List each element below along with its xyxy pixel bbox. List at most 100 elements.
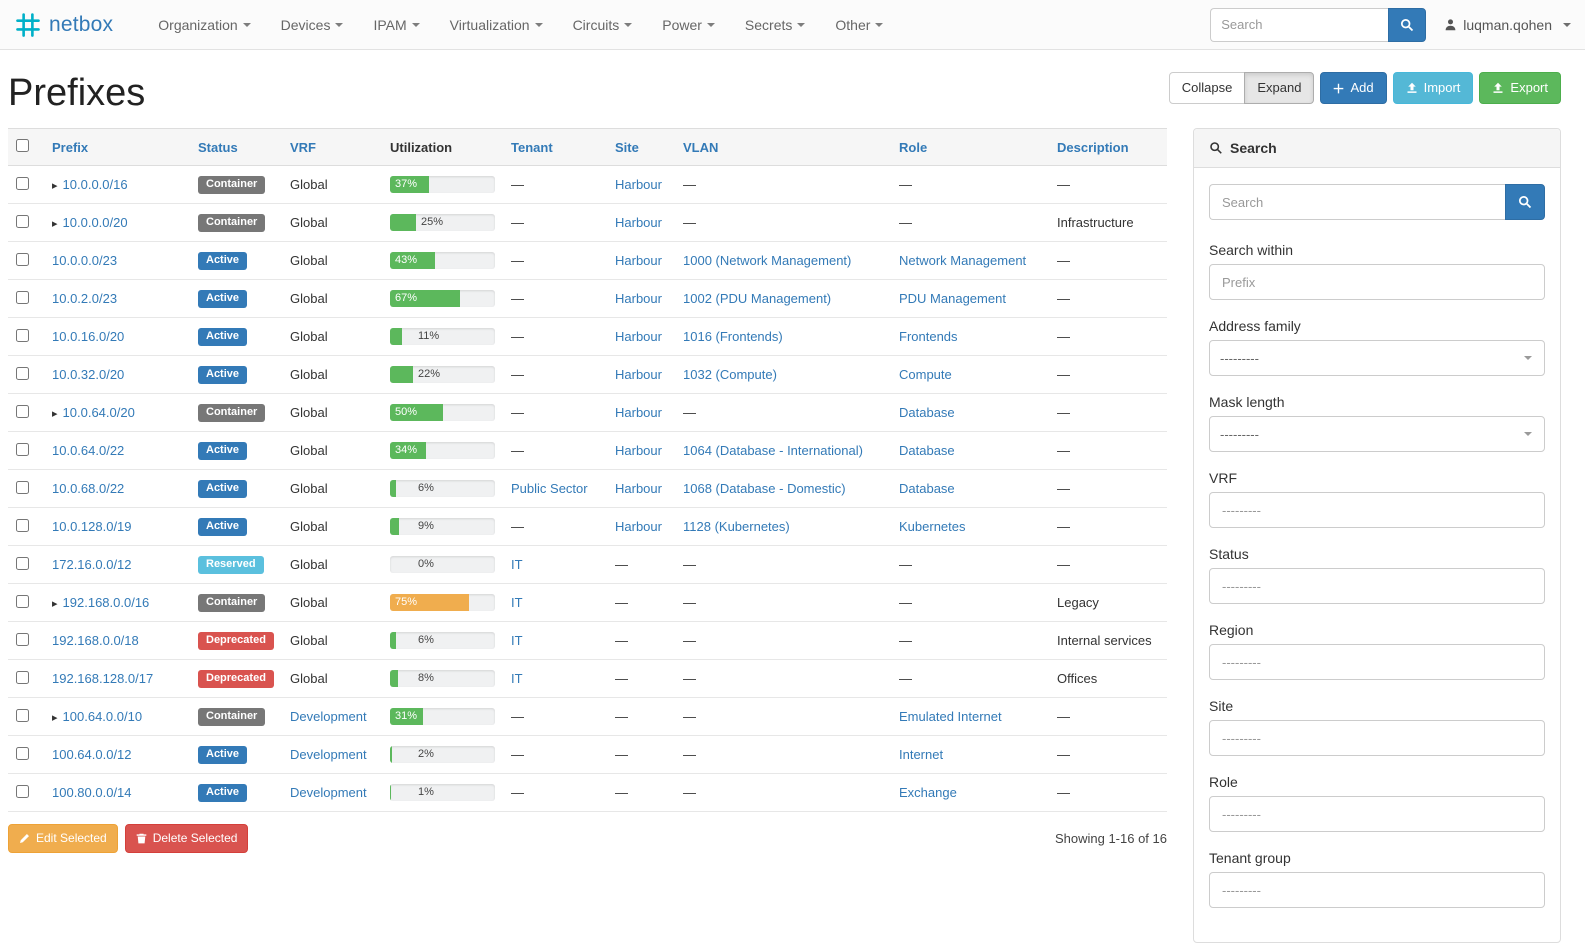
vlan-link[interactable]: 1016 (Frontends) (683, 329, 783, 344)
filter-search-button[interactable] (1505, 184, 1545, 220)
row-checkbox[interactable] (16, 252, 29, 266)
delete-selected-button[interactable]: Delete Selected (124, 824, 249, 854)
nav-item-circuits[interactable]: Circuits (558, 17, 648, 33)
column-header-prefix[interactable]: Prefix (44, 128, 190, 166)
nav-item-virtualization[interactable]: Virtualization (435, 17, 558, 33)
tenant-link[interactable]: IT (511, 633, 523, 648)
role-link[interactable]: Database (899, 481, 955, 496)
row-checkbox[interactable] (16, 214, 29, 228)
row-checkbox[interactable] (16, 480, 29, 494)
vrf-link[interactable]: Development (290, 747, 367, 762)
filter-select[interactable]: --------- (1209, 416, 1545, 452)
role-link[interactable]: Database (899, 405, 955, 420)
filter-input[interactable] (1209, 264, 1545, 300)
filter-search-input[interactable] (1209, 184, 1505, 220)
row-checkbox[interactable] (16, 176, 29, 190)
row-checkbox[interactable] (16, 366, 29, 380)
prefix-link[interactable]: 10.0.0.0/20 (62, 215, 128, 230)
row-checkbox[interactable] (16, 632, 29, 646)
tenant-link[interactable]: IT (511, 671, 523, 686)
nav-item-power[interactable]: Power (647, 17, 730, 33)
site-link[interactable]: Harbour (615, 519, 662, 534)
prefix-link[interactable]: 10.0.64.0/22 (52, 443, 125, 458)
site-link[interactable]: Harbour (615, 215, 662, 230)
prefix-link[interactable]: 192.168.128.0/17 (52, 671, 154, 686)
role-link[interactable]: PDU Management (899, 291, 1006, 306)
filter-input[interactable] (1209, 872, 1545, 908)
expand-button[interactable]: Expand (1244, 72, 1315, 105)
row-checkbox[interactable] (16, 556, 29, 570)
user-menu[interactable]: luqman.qohen (1444, 17, 1571, 33)
tenant-link[interactable]: IT (511, 557, 523, 572)
vlan-link[interactable]: 1064 (Database - International) (683, 443, 863, 458)
role-link[interactable]: Compute (899, 367, 952, 382)
prefix-link[interactable]: 192.168.0.0/16 (62, 595, 150, 610)
column-header-status[interactable]: Status (190, 128, 282, 166)
vlan-link[interactable]: 1068 (Database - Domestic) (683, 481, 846, 496)
vlan-link[interactable]: 1032 (Compute) (683, 367, 777, 382)
site-link[interactable]: Harbour (615, 177, 662, 192)
site-link[interactable]: Harbour (615, 443, 662, 458)
navbar-search-input[interactable] (1210, 7, 1389, 42)
prefix-link[interactable]: 10.0.64.0/20 (62, 405, 135, 420)
vlan-link[interactable]: 1128 (Kubernetes) (683, 519, 790, 534)
prefix-link[interactable]: 10.0.0.0/23 (52, 253, 118, 268)
column-header-vlan[interactable]: VLAN (675, 128, 891, 166)
expand-caret-icon[interactable]: ▸ (52, 712, 58, 724)
nav-item-organization[interactable]: Organization (143, 17, 265, 33)
prefix-link[interactable]: 10.0.68.0/22 (52, 481, 125, 496)
prefix-link[interactable]: 10.0.16.0/20 (52, 329, 125, 344)
vrf-link[interactable]: Development (290, 709, 367, 724)
filter-input[interactable] (1209, 644, 1545, 680)
prefix-link[interactable]: 100.80.0.0/14 (52, 785, 132, 800)
row-checkbox[interactable] (16, 784, 29, 798)
column-header-vrf[interactable]: VRF (282, 128, 382, 166)
filter-select[interactable]: --------- (1209, 340, 1545, 376)
row-checkbox[interactable] (16, 670, 29, 684)
prefix-link[interactable]: 10.0.128.0/19 (52, 519, 132, 534)
row-checkbox[interactable] (16, 404, 29, 418)
select-all-checkbox[interactable] (16, 139, 29, 152)
edit-selected-button[interactable]: Edit Selected (8, 824, 118, 854)
prefix-link[interactable]: 172.16.0.0/12 (52, 557, 132, 572)
filter-input[interactable] (1209, 796, 1545, 832)
row-checkbox[interactable] (16, 708, 29, 722)
column-header-description[interactable]: Description (1049, 128, 1167, 166)
prefix-link[interactable]: 10.0.0.0/16 (62, 177, 128, 192)
site-link[interactable]: Harbour (615, 405, 662, 420)
prefix-link[interactable]: 100.64.0.0/10 (62, 709, 143, 724)
prefix-link[interactable]: 192.168.0.0/18 (52, 633, 139, 648)
filter-input[interactable] (1209, 492, 1545, 528)
prefix-link[interactable]: 10.0.2.0/23 (52, 291, 118, 306)
nav-item-ipam[interactable]: IPAM (358, 17, 434, 33)
row-checkbox[interactable] (16, 290, 29, 304)
vlan-link[interactable]: 1002 (PDU Management) (683, 291, 832, 306)
row-checkbox[interactable] (16, 518, 29, 532)
tenant-link[interactable]: Public Sector (511, 481, 588, 496)
nav-item-other[interactable]: Other (820, 17, 898, 33)
column-header-role[interactable]: Role (891, 128, 1049, 166)
role-link[interactable]: Exchange (899, 785, 957, 800)
site-link[interactable]: Harbour (615, 329, 662, 344)
brand[interactable]: netbox (14, 11, 113, 39)
import-button[interactable]: Import (1392, 72, 1474, 105)
filter-input[interactable] (1209, 720, 1545, 756)
vrf-link[interactable]: Development (290, 785, 367, 800)
navbar-search-button[interactable] (1388, 7, 1427, 42)
role-link[interactable]: Database (899, 443, 955, 458)
site-link[interactable]: Harbour (615, 481, 662, 496)
role-link[interactable]: Internet (899, 747, 944, 762)
expand-caret-icon[interactable]: ▸ (52, 180, 58, 192)
site-link[interactable]: Harbour (615, 253, 662, 268)
expand-caret-icon[interactable]: ▸ (52, 408, 58, 420)
row-checkbox[interactable] (16, 442, 29, 456)
role-link[interactable]: Network Management (899, 253, 1027, 268)
column-header-site[interactable]: Site (607, 128, 675, 166)
expand-caret-icon[interactable]: ▸ (52, 598, 58, 610)
column-header-tenant[interactable]: Tenant (503, 128, 607, 166)
site-link[interactable]: Harbour (615, 291, 662, 306)
filter-input[interactable] (1209, 568, 1545, 604)
role-link[interactable]: Frontends (899, 329, 958, 344)
vlan-link[interactable]: 1000 (Network Management) (683, 253, 852, 268)
site-link[interactable]: Harbour (615, 367, 662, 382)
